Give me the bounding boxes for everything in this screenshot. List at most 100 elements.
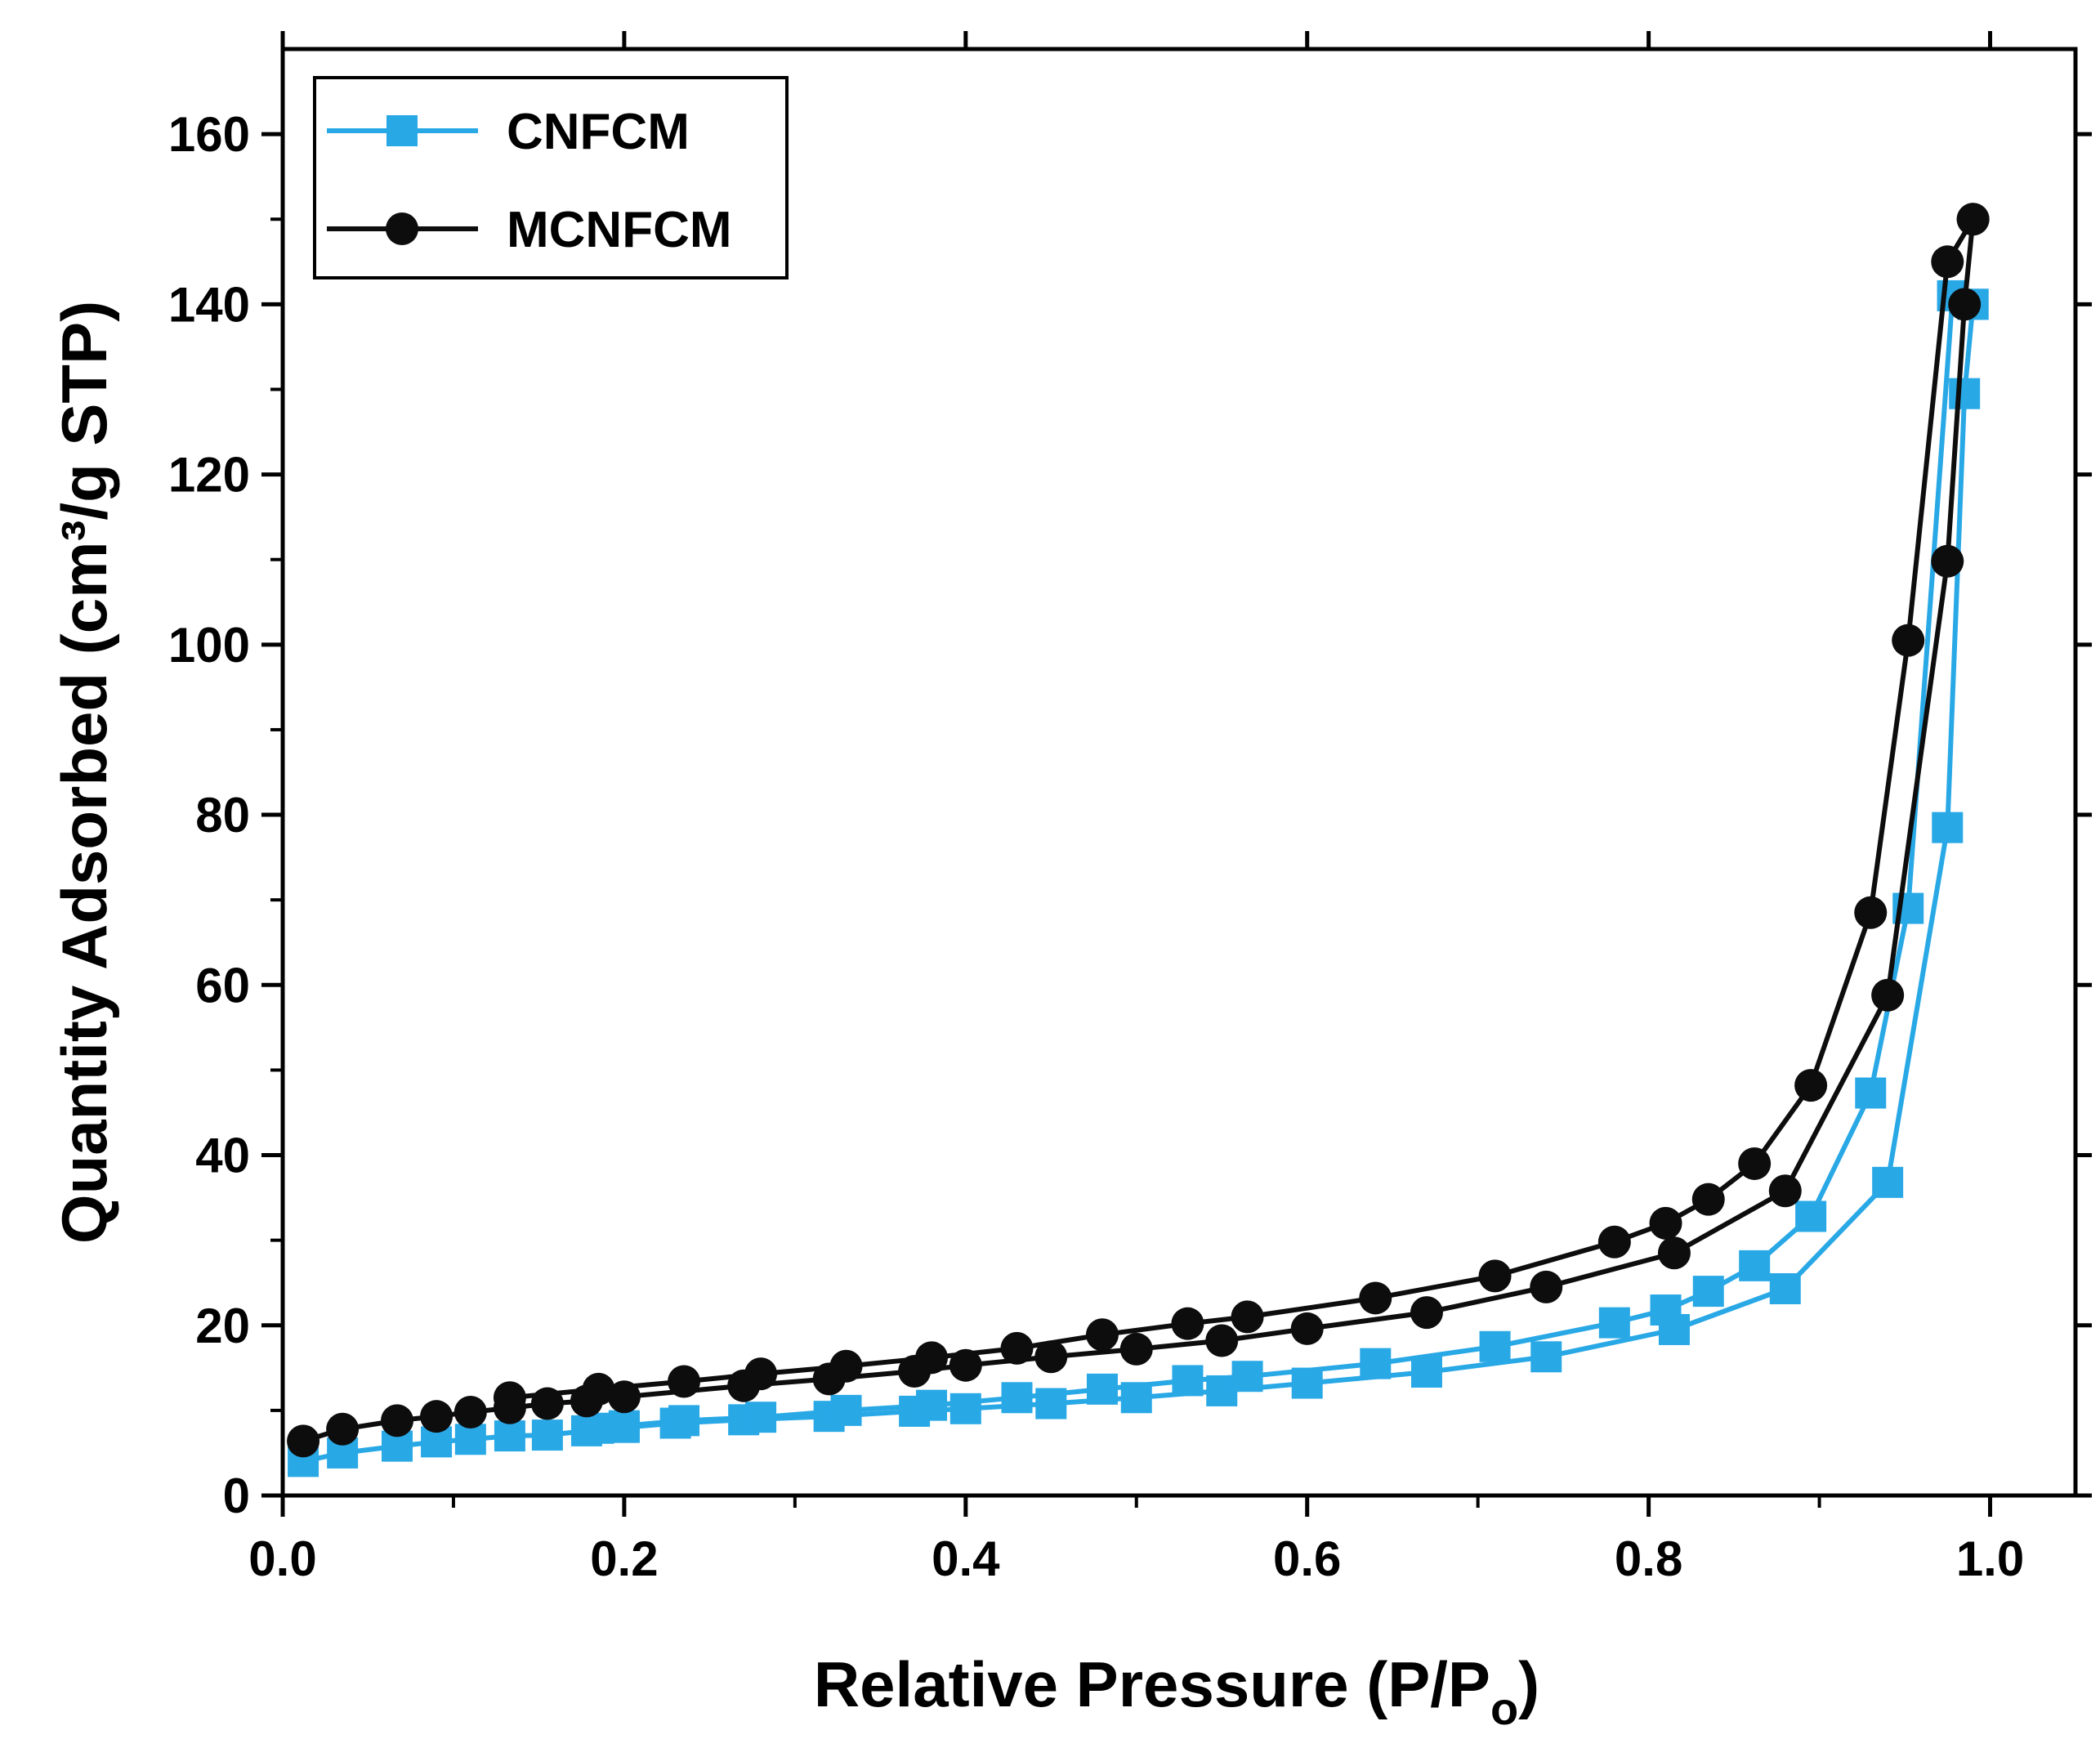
mcnfcm-adsorption-point (420, 1400, 454, 1433)
mcnfcm-desorption-point (582, 1372, 615, 1406)
legend-box (313, 76, 789, 279)
mcnfcm-desorption-point (744, 1357, 778, 1391)
mcnfcm-desorption-point (1649, 1206, 1682, 1240)
y-tick-label: 60 (195, 958, 250, 1013)
cnfcm-desorption-point (583, 1412, 614, 1444)
cnfcm-desorption-point (916, 1389, 948, 1421)
mcnfcm-adsorption-point (454, 1395, 487, 1428)
cnfcm-adsorption-point (949, 1393, 981, 1424)
legend-marker (386, 212, 418, 245)
mcnfcm-desorption-point (1478, 1259, 1512, 1293)
cnfcm-adsorption-point (454, 1424, 486, 1455)
cnfcm-desorption-point (1598, 1307, 1630, 1339)
cnfcm-adsorption-point (1530, 1341, 1562, 1373)
mcnfcm-adsorption-point (530, 1387, 564, 1420)
cnfcm-desorption-point (1360, 1348, 1392, 1379)
plot-frame (280, 47, 2078, 1498)
legend: CNFCM MCNFCM (313, 76, 789, 279)
y-axis-title: Quantity Adsorbed (cm³/g STP) (48, 301, 120, 1244)
y-tick-label: 120 (168, 448, 250, 503)
mcnfcm-adsorption-point (1768, 1174, 1802, 1208)
cnfcm-desorption-point (1855, 1077, 1887, 1109)
cnfcm-desorption-point (668, 1405, 700, 1437)
cnfcm-desorption-point (1739, 1250, 1771, 1281)
x-tick-label: 0.0 (248, 1531, 316, 1586)
cnfcm-desorption-point (830, 1394, 862, 1426)
cnfcm-adsorption-point (531, 1419, 563, 1451)
cnfcm-desorption-point (1795, 1200, 1827, 1232)
legend-entry-cnfcm: CNFCM (327, 104, 690, 160)
mcnfcm-desorption-point (1892, 624, 1925, 657)
mcnfcm-desorption-point (1738, 1147, 1772, 1180)
cnfcm-adsorption-point (1932, 811, 1964, 843)
cnfcm-desorption-point (1479, 1330, 1511, 1362)
cnfcm-desorption-point (1650, 1294, 1682, 1326)
mcnfcm-adsorption-point (1657, 1236, 1691, 1270)
x-axis-title: Relative Pressure (P/Po) (814, 1648, 1539, 1734)
cnfcm-adsorption-point (1035, 1388, 1067, 1419)
cnfcm-adsorption-point (1872, 1166, 1904, 1198)
mcnfcm-adsorption-point (1119, 1332, 1153, 1366)
mcnfcm-desorption-point (1931, 245, 1964, 279)
mcnfcm-desorption-point (1359, 1281, 1392, 1315)
mcnfcm-adsorption-point (1034, 1340, 1068, 1374)
cnfcm-desorption-point (1231, 1361, 1263, 1393)
mcnfcm-desorption-point (1085, 1318, 1119, 1352)
mcnfcm-desorption-point (1171, 1307, 1204, 1340)
axis-tick-labels: 0.0 0.2 0.4 0.6 0.8 1.0 0 20 40 60 80 100 120 140 160 (168, 107, 2024, 1586)
mcnfcm-adsorption-point (607, 1380, 641, 1414)
mcnfcm-desorption-point (829, 1349, 863, 1383)
legend-entry-mcnfcm: MCNFCM (327, 202, 732, 258)
cnfcm-adsorption-point (1120, 1382, 1152, 1414)
mcnfcm-desorption-point (1597, 1225, 1631, 1259)
cnfcm-adsorption-point (494, 1420, 525, 1452)
series-mcnfcm (287, 203, 1990, 1458)
mcnfcm-desorption-point (1000, 1331, 1034, 1365)
legend-marker (386, 115, 418, 146)
x-tick-label: 0.6 (1273, 1531, 1341, 1586)
mcnfcm-desorption-point (493, 1381, 526, 1415)
legend-label: MCNFCM (507, 202, 732, 258)
x-tick-label: 1.0 (1956, 1531, 2024, 1586)
mcnfcm-adsorption-point (1530, 1270, 1563, 1303)
mcnfcm-adsorption-point (326, 1412, 360, 1446)
y-tick-label: 80 (195, 788, 250, 843)
cnfcm-adsorption-point (1949, 378, 1981, 409)
cnfcm-desorption-point (1001, 1382, 1033, 1414)
mcnfcm-adsorption-point (1410, 1296, 1443, 1330)
y-tick-label: 140 (168, 277, 250, 332)
legend-label: CNFCM (507, 104, 690, 160)
mcnfcm-desorption-point (668, 1365, 701, 1398)
mcnfcm-desorption-point (915, 1341, 949, 1375)
y-tick-label: 100 (168, 618, 250, 673)
mcnfcm-desorption-point (1691, 1183, 1725, 1216)
y-tick-label: 20 (195, 1299, 250, 1353)
cnfcm-desorption-point (1086, 1373, 1118, 1405)
x-tick-label: 0.8 (1615, 1531, 1682, 1586)
legend-entries: CNFCM MCNFCM (327, 104, 732, 258)
mcnfcm-desorption-point (1956, 203, 1990, 236)
axis-ticks (261, 31, 2092, 1517)
cnfcm-desorption-point (745, 1402, 777, 1433)
cnfcm-adsorption-point (1410, 1357, 1442, 1388)
mcnfcm-adsorption-point (1948, 288, 1982, 321)
series-layer (287, 203, 1990, 1478)
y-tick-label: 0 (223, 1469, 250, 1523)
mcnfcm-adsorption-point (1871, 978, 1905, 1012)
y-tick-label: 160 (168, 107, 250, 162)
mcnfcm-adsorption-point (949, 1348, 982, 1382)
x-tick-label: 0.4 (932, 1531, 1000, 1586)
mcnfcm-desorption-point (1794, 1069, 1828, 1102)
mcnfcm-adsorption-point (287, 1424, 320, 1458)
mcnfcm-adsorption-point (1290, 1312, 1324, 1345)
y-tick-label: 40 (195, 1129, 250, 1183)
mcnfcm-adsorption-point (1931, 544, 1964, 578)
mcnfcm-adsorption-point (380, 1404, 413, 1437)
mcnfcm-desorption-point (1854, 896, 1888, 929)
mcnfcm-adsorption-point (1205, 1324, 1239, 1357)
cnfcm-adsorption-point (1769, 1272, 1801, 1304)
cnfcm-adsorption-point (1291, 1367, 1323, 1399)
cnfcm-desorption-point (1692, 1276, 1724, 1308)
mcnfcm-desorption-point (1231, 1300, 1264, 1334)
